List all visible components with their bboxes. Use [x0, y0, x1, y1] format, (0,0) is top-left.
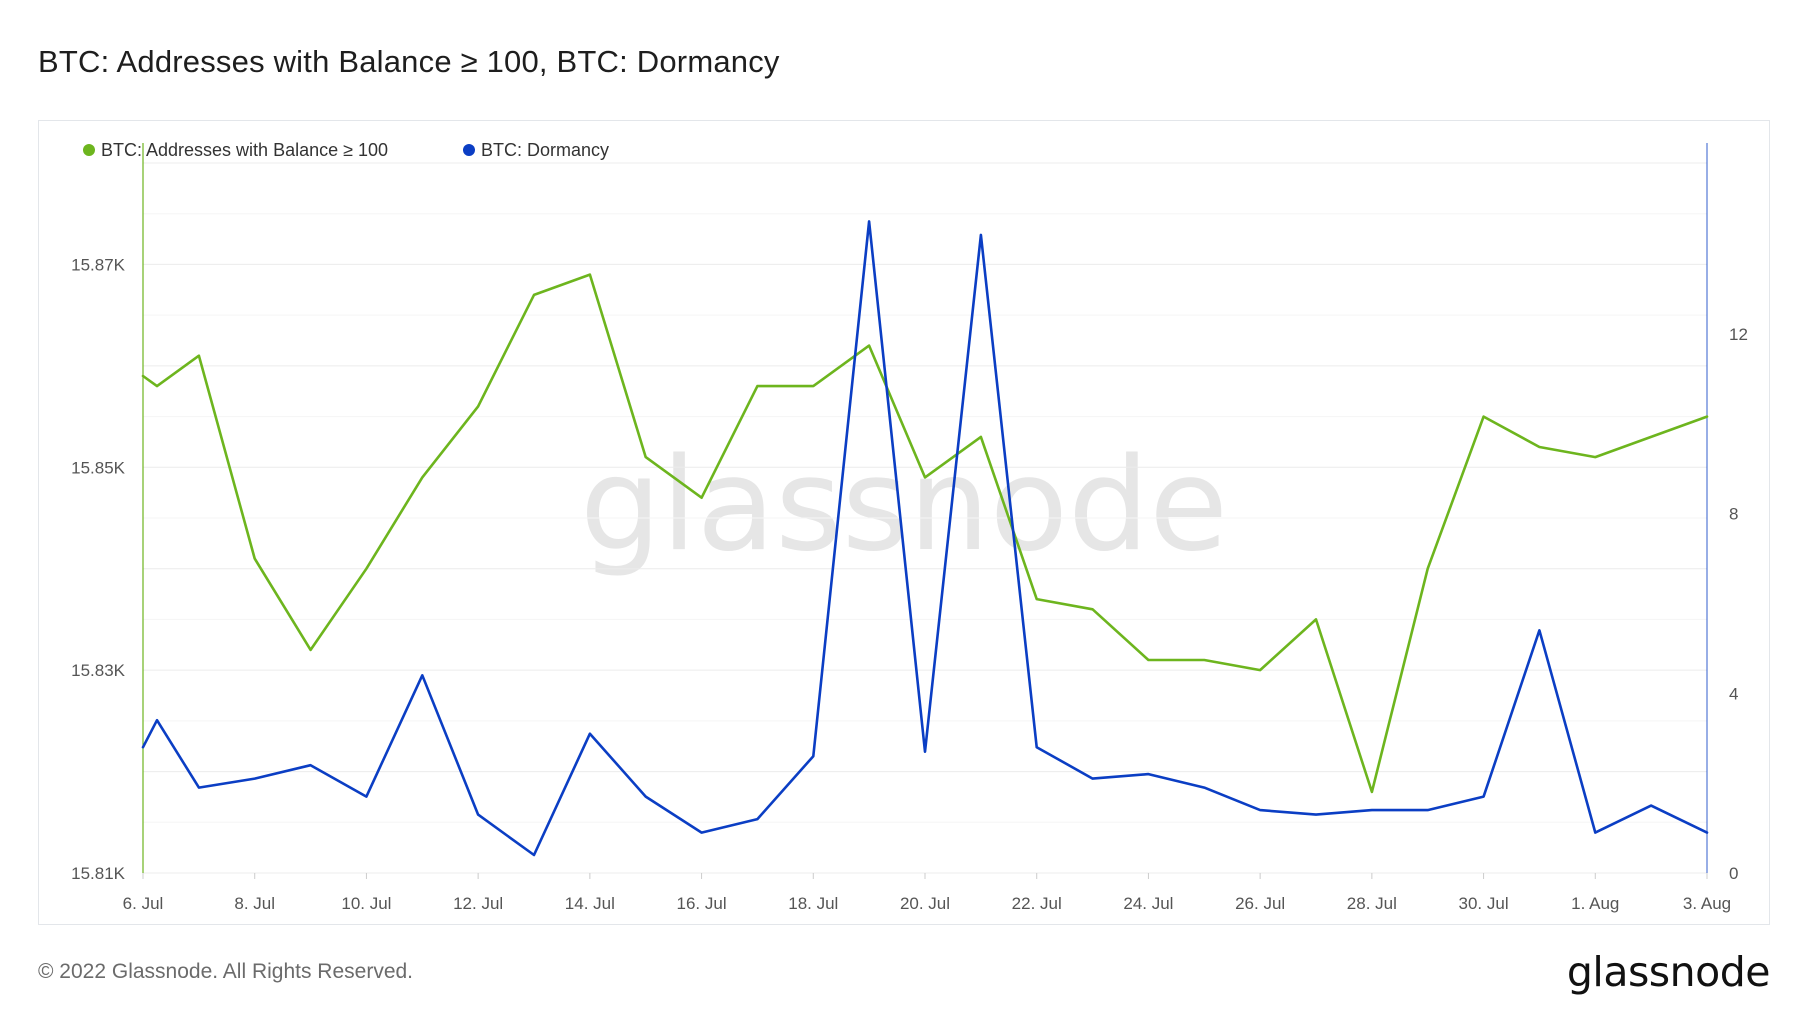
series-layer [141, 220, 1709, 857]
x-tick-label: 6. Jul [123, 894, 164, 913]
y-right-tick-label: 8 [1729, 505, 1738, 524]
y-left-tick-label: 15.81K [71, 864, 126, 883]
chart-frame: glassnode 15.81K 15.83K 15.85K 15.87K 0 4 8 12 6… [38, 120, 1770, 925]
copyright-text: © 2022 Glassnode. All Rights Reserved. [38, 960, 414, 983]
x-tick-label: 16. Jul [677, 894, 727, 913]
y-left-tick-label: 15.85K [71, 458, 126, 477]
x-tick-label: 22. Jul [1012, 894, 1062, 913]
x-tick-label: 3. Aug [1683, 894, 1731, 913]
x-tick-label: 30. Jul [1459, 894, 1509, 913]
x-tick-label: 18. Jul [788, 894, 838, 913]
chart-svg: glassnode 15.81K15.83K15.85K15.87K048126… [71, 140, 1748, 913]
y-left-tick-label: 15.87K [71, 255, 126, 274]
x-tick-label: 1. Aug [1571, 894, 1619, 913]
series-line-addresses [141, 273, 1709, 794]
legend-label: BTC: Dormancy [481, 140, 609, 160]
x-tick-label: 20. Jul [900, 894, 950, 913]
x-tick-label: 10. Jul [341, 894, 391, 913]
y-right-tick-label: 12 [1729, 325, 1748, 344]
x-tick-label: 26. Jul [1235, 894, 1285, 913]
gridlines [143, 162, 1707, 874]
series-line-dormancy [141, 220, 1709, 857]
x-tick-label: 24. Jul [1123, 894, 1173, 913]
glassnode-logo[interactable]: glassnode [1566, 948, 1771, 996]
x-tick-label: 12. Jul [453, 894, 503, 913]
legend-marker [463, 144, 475, 156]
x-tick-label: 28. Jul [1347, 894, 1397, 913]
y-right-tick-label: 4 [1729, 684, 1738, 703]
x-tick-label: 14. Jul [565, 894, 615, 913]
legend: BTC: Addresses with Balance ≥ 100 BTC: Do… [83, 140, 609, 160]
legend-label: BTC: Addresses with Balance ≥ 100 [101, 140, 388, 160]
x-tick-label: 8. Jul [234, 894, 275, 913]
axes: 15.81K 15.83K 15.85K 15.87K 0 4 8 12 6. Jul 8. Ju… [71, 143, 1748, 913]
y-left-tick-label: 15.83K [71, 661, 126, 680]
legend-marker [83, 144, 95, 156]
page-title: BTC: Addresses with Balance ≥ 100, BTC: … [38, 44, 780, 79]
y-right-tick-label: 0 [1729, 864, 1738, 883]
